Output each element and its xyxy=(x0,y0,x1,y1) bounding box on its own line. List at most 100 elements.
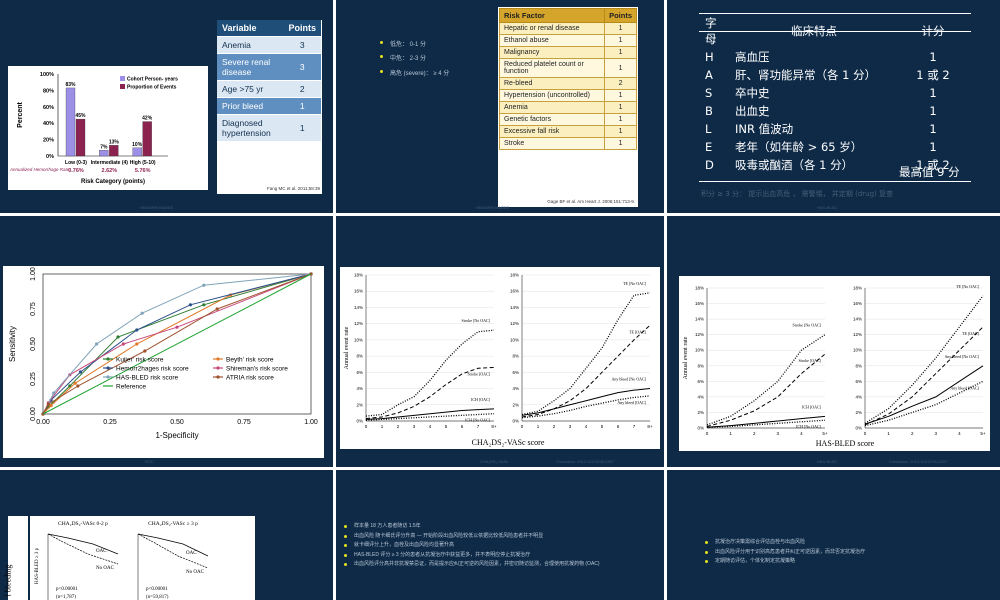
annual-rate-value: 5.76% xyxy=(135,168,151,174)
sample-size: (n=1,787) xyxy=(56,595,76,600)
risk-factor-cell: Reduced platelet count or function xyxy=(498,58,606,78)
annual-rate-value: 0.76% xyxy=(68,168,84,174)
y-tick-label: 6% xyxy=(356,370,363,375)
series-label: ICH [OAC] xyxy=(802,404,822,409)
score-cell: 1 xyxy=(929,140,937,154)
series-line xyxy=(365,408,495,420)
data-point xyxy=(95,342,99,346)
x-tick-label: 1.00 xyxy=(304,419,318,426)
series-label: TE [OAC] xyxy=(962,331,980,336)
x-tick-label: 3 xyxy=(569,424,572,429)
variable-points-table: Variable Points Anemia 3 Severe renal dise… xyxy=(217,20,321,141)
slide-thumbnail-3[interactable]: 字母 临床特点 计分 H 高血压 1 A 肝、肾功能异常（各 1 分） 1 或 2 S 卒中史… xyxy=(667,0,1000,213)
slide-thumbnail-7[interactable]: CHA₂DS₂-VASc 0-2 p OAC No OAC p<0.00001 (n=1… xyxy=(0,470,333,600)
points-cell: 1 xyxy=(604,46,637,59)
series-label: ICH [OAC] xyxy=(471,397,491,402)
slide-footer-citation: Circulation. 2012;125:2298-2307 xyxy=(556,459,615,464)
annual-rate-value: 2.62% xyxy=(102,168,118,174)
points-cell: 1 xyxy=(604,22,637,35)
score-cell: 1 或 2 xyxy=(916,158,950,172)
y-tick-label: 0% xyxy=(356,419,363,424)
score-cell: 1 或 2 xyxy=(916,68,950,82)
x-tick-label: 1 xyxy=(537,424,540,429)
table-row: H 高血压 1 xyxy=(701,48,969,66)
legend-label: Kuijer' risk score xyxy=(116,357,164,364)
legend-label: Cohort Person- years xyxy=(127,77,178,83)
slide-thumbnail-8[interactable]: 样本量 18 万人患者随访 1.5年 出血风险 随卡细氏评分升高 — 开始阶段出血… xyxy=(336,470,664,600)
table-row: Anemia 3 xyxy=(217,36,321,54)
slide-thumbnail-6[interactable]: 0% 2% 4% 6% 8% 10% 12% 14% 16% 18% 0 1 2 3 4 5+ Stroke [… xyxy=(667,216,1000,467)
x-tick-label: 1 xyxy=(729,431,732,436)
series-label: Stroke [OAC] xyxy=(467,371,490,376)
side-label: l bleeding xyxy=(3,516,28,600)
series-line xyxy=(864,295,984,424)
y-tick-label: 10% xyxy=(853,348,862,353)
x-tick-label: 5 xyxy=(601,424,604,429)
bar-value-label: 10% xyxy=(132,142,143,148)
table-row: Hypertension (uncontrolled) 1 xyxy=(498,89,637,102)
header-points: Points xyxy=(283,20,321,37)
y-tick-label: 40% xyxy=(43,121,54,127)
data-point xyxy=(78,370,83,374)
y-tick-label: 80% xyxy=(43,88,54,94)
x-tick-label: 0.25 xyxy=(103,419,117,426)
header-risk-factor: Risk Factor xyxy=(498,8,606,23)
feature-cell: 老年（如年龄 > 65 岁） xyxy=(735,140,863,154)
x-tick-label: 0 xyxy=(706,431,709,436)
points-cell: 1 xyxy=(283,114,321,141)
bullet-item: 定期随访评估，个体化制定抗凝策略 xyxy=(705,557,965,567)
bar xyxy=(132,147,142,157)
y-tick-label: 100% xyxy=(40,72,54,78)
slide-thumbnail-1[interactable]: 0% 20% 40% 60% 80% 100% Percent 83% 45% Low (0-3)… xyxy=(0,0,333,213)
table-row: A 肝、肾功能异常（各 1 分） 1 或 2 xyxy=(701,66,969,84)
table-row: Malignancy 1 xyxy=(498,46,637,59)
table-row: L INR 值波动 1 xyxy=(701,120,969,138)
table-row: Severe renal disease 3 xyxy=(217,53,321,81)
data-point xyxy=(135,342,139,346)
score-cell: 1 xyxy=(929,122,937,136)
y-tick-label: 2% xyxy=(356,402,363,407)
slide-thumbnail-5[interactable]: 0% 2% 4% 6% 8% 10% 12% 14% 16% 18% 0 1 2 3 4 5 6 7 8+ Strok… xyxy=(336,216,664,467)
y-tick-label: 60% xyxy=(43,105,54,111)
data-point xyxy=(121,342,125,346)
slide-thumbnail-9[interactable]: 抗凝治疗决策需综合评估血栓与出血风险 出血风险评分用于识别高危患者并纠正可逆因素，… xyxy=(667,470,1000,600)
risk-factor-cell: Hepatic or renal disease xyxy=(498,22,606,35)
legend-swatch xyxy=(120,84,125,89)
y-tick-label: 12% xyxy=(354,321,363,326)
series-line xyxy=(42,273,312,415)
variable-cell: Severe renal disease xyxy=(217,53,284,81)
x-tick-label: 4 xyxy=(800,431,803,436)
slide-thumbnail-2[interactable]: 低危： 0-1 分中危： 2-3 分高危 (severe)： ≥ 4 分 Ris… xyxy=(336,0,664,213)
x-tick-label: 3 xyxy=(413,424,416,429)
bullet-item: 出血风险评分用于识别高危患者并纠正可逆因素，而非否定抗凝治疗 xyxy=(705,548,965,558)
series-line xyxy=(365,366,495,420)
risk-factor-cell: Anemia xyxy=(498,101,606,114)
series-line xyxy=(42,273,312,415)
series-line xyxy=(521,324,651,418)
letter-cell: E xyxy=(705,140,713,154)
x-tick-label: 2 xyxy=(553,424,556,429)
slide-thumbnail-4[interactable]: 0.00 0.25 0.50 0.75 1.00 0.00 0.25 0.50 0.75 1.00… xyxy=(0,216,333,467)
data-point xyxy=(202,283,206,287)
y-tick-label: 10% xyxy=(695,348,704,353)
plot-frame xyxy=(42,273,312,415)
feature-cell: 出血史 xyxy=(735,104,770,118)
no-oac-curve xyxy=(137,533,209,569)
risk-factor-cell: Genetic factors xyxy=(498,113,606,126)
y-tick-label: 0.00 xyxy=(30,407,37,421)
no-oac-curve xyxy=(47,533,119,565)
series-line xyxy=(365,329,495,417)
variable-cell: Diagnosed hypertension xyxy=(217,114,284,141)
points-cell: 1 xyxy=(604,58,637,78)
legend-marker xyxy=(216,375,220,379)
y-tick-label: 20% xyxy=(43,138,54,144)
y-axis-label: Annual event rate xyxy=(344,326,350,369)
series-line xyxy=(864,365,984,425)
roc-panel: 0.00 0.25 0.50 0.75 1.00 0.00 0.25 0.50 0.75 1.00… xyxy=(3,266,324,458)
risk-factor-cell: Excessive fall risk xyxy=(498,125,606,138)
y-tick-label: 10% xyxy=(510,337,519,342)
y-tick-label: 18% xyxy=(853,286,862,291)
y-tick-label: 16% xyxy=(510,289,519,294)
sample-size: (n=59,817) xyxy=(146,595,169,600)
score-note: 积分 ≥ 3 分： 提示出血高危 ， 需警惕， 并定期 (drug) 复查 xyxy=(701,190,894,198)
